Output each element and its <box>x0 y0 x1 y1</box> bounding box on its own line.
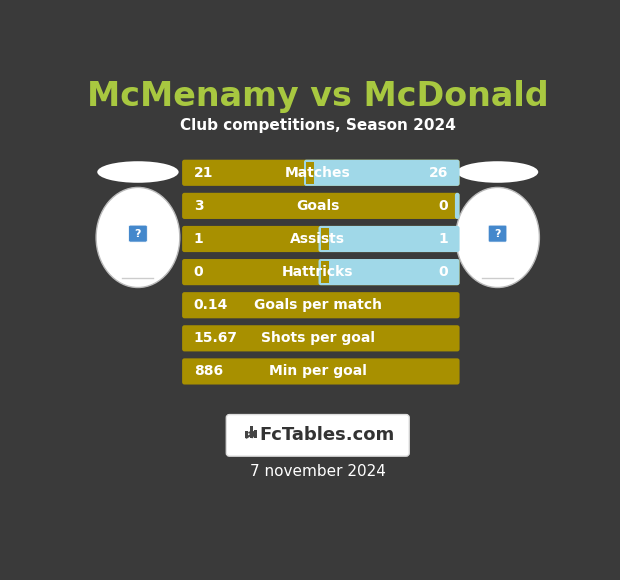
FancyBboxPatch shape <box>489 225 507 242</box>
Text: 0: 0 <box>193 265 203 279</box>
Text: 15.67: 15.67 <box>193 331 237 345</box>
Ellipse shape <box>96 187 180 288</box>
Bar <box>306 162 314 183</box>
FancyBboxPatch shape <box>182 193 459 219</box>
FancyBboxPatch shape <box>319 226 459 252</box>
Text: 3: 3 <box>193 199 203 213</box>
FancyBboxPatch shape <box>182 259 459 285</box>
Text: 21: 21 <box>193 166 213 180</box>
Text: 1: 1 <box>193 232 203 246</box>
FancyBboxPatch shape <box>182 160 459 186</box>
Ellipse shape <box>456 187 539 288</box>
FancyBboxPatch shape <box>129 225 148 242</box>
FancyBboxPatch shape <box>319 259 459 285</box>
Text: Shots per goal: Shots per goal <box>261 331 374 345</box>
Text: Matches: Matches <box>285 166 351 180</box>
Text: Club competitions, Season 2024: Club competitions, Season 2024 <box>180 118 456 133</box>
Text: 7 november 2024: 7 november 2024 <box>250 464 386 479</box>
Bar <box>321 228 329 250</box>
FancyBboxPatch shape <box>304 160 459 186</box>
Bar <box>245 431 248 438</box>
Text: 26: 26 <box>428 166 448 180</box>
Text: 0: 0 <box>438 265 448 279</box>
FancyBboxPatch shape <box>182 226 459 252</box>
Bar <box>321 262 329 283</box>
Text: ?: ? <box>135 229 141 238</box>
Text: 1: 1 <box>438 232 448 246</box>
Text: 886: 886 <box>193 364 223 378</box>
FancyBboxPatch shape <box>226 415 409 456</box>
Bar <box>249 426 253 438</box>
Text: Hattricks: Hattricks <box>282 265 353 279</box>
Text: 0.14: 0.14 <box>193 298 228 312</box>
Ellipse shape <box>457 161 538 183</box>
Text: Assists: Assists <box>290 232 345 246</box>
FancyBboxPatch shape <box>182 325 459 351</box>
Text: Goals: Goals <box>296 199 339 213</box>
Bar <box>254 430 257 438</box>
Ellipse shape <box>97 161 179 183</box>
FancyBboxPatch shape <box>455 193 459 219</box>
Text: McMenamy vs McDonald: McMenamy vs McDonald <box>87 80 549 113</box>
Text: ?: ? <box>494 229 501 238</box>
Text: Goals per match: Goals per match <box>254 298 382 312</box>
Text: 0: 0 <box>438 199 448 213</box>
FancyBboxPatch shape <box>182 358 459 385</box>
FancyBboxPatch shape <box>182 292 459 318</box>
Text: Min per goal: Min per goal <box>269 364 366 378</box>
Text: FcTables.com: FcTables.com <box>259 426 395 444</box>
